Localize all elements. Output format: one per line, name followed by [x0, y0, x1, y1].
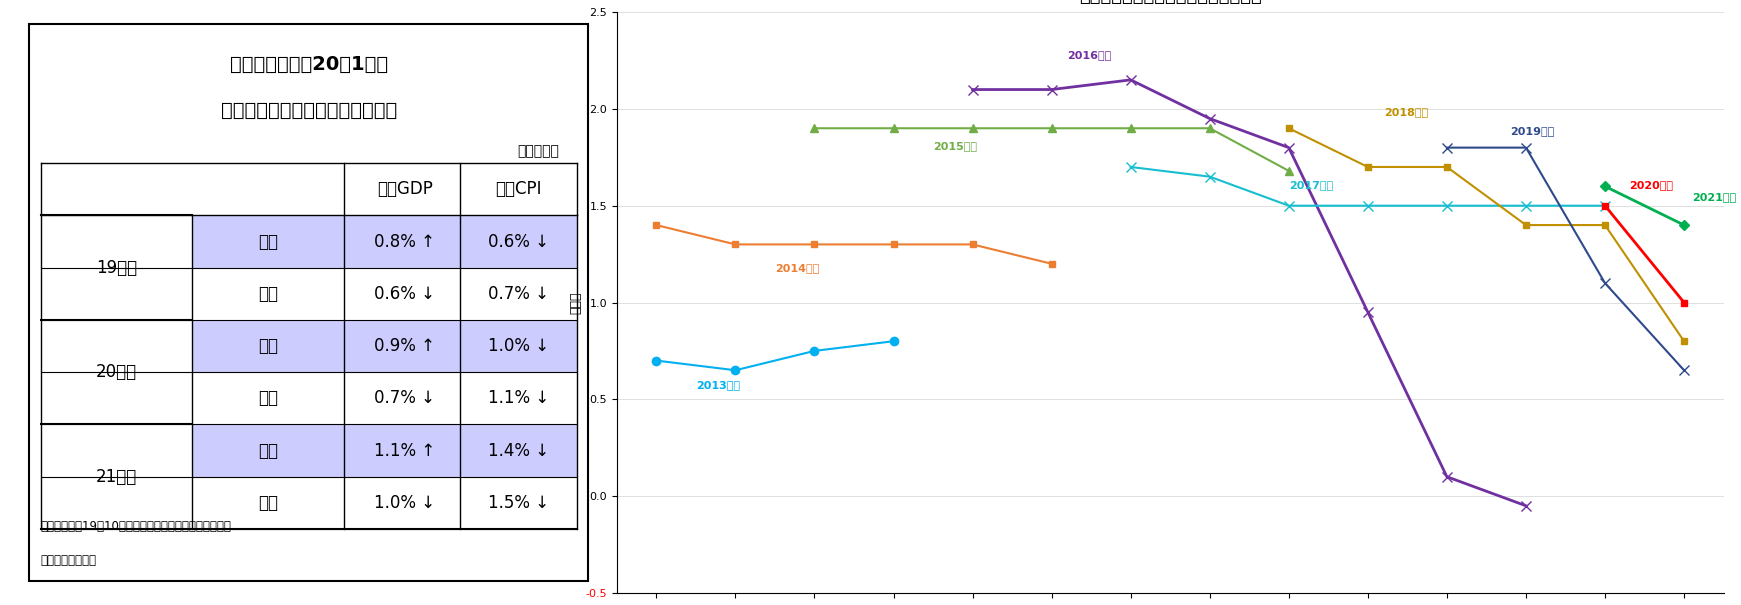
Text: 2019年度: 2019年度 [1509, 126, 1555, 136]
Text: 実質GDP: 実質GDP [376, 180, 434, 198]
Text: 2013年度: 2013年度 [696, 379, 740, 390]
Text: 1.4% ↓: 1.4% ↓ [487, 442, 548, 460]
Text: 1.0% ↓: 1.0% ↓ [374, 494, 435, 512]
Text: 展望レポート（20年1月）: 展望レポート（20年1月） [230, 55, 388, 74]
Text: 0.7% ↓: 0.7% ↓ [374, 390, 435, 407]
Text: 1.1% ↓: 1.1% ↓ [487, 390, 548, 407]
FancyBboxPatch shape [343, 425, 576, 477]
Text: 2016年度: 2016年度 [1067, 50, 1112, 60]
Text: 1.0% ↓: 1.0% ↓ [487, 337, 548, 355]
Text: 19年度: 19年度 [96, 259, 138, 276]
Text: 今回: 今回 [258, 232, 279, 250]
Text: （前年比）: （前年比） [517, 145, 559, 159]
Y-axis label: （％）: （％） [569, 291, 583, 314]
Text: 2018年度: 2018年度 [1384, 106, 1428, 117]
FancyBboxPatch shape [192, 320, 343, 372]
Text: 2017年度: 2017年度 [1288, 180, 1334, 190]
Text: 2021年度: 2021年度 [1692, 192, 1736, 202]
FancyBboxPatch shape [192, 215, 343, 267]
Text: 前回: 前回 [258, 494, 279, 512]
FancyBboxPatch shape [192, 425, 343, 477]
Text: 2020年度: 2020年度 [1630, 180, 1673, 190]
FancyBboxPatch shape [343, 320, 576, 372]
Text: 2014年度: 2014年度 [775, 263, 820, 273]
Text: 今回: 今回 [258, 337, 279, 355]
Text: 前回: 前回 [258, 285, 279, 302]
Text: コアCPI: コアCPI [494, 180, 541, 198]
Text: 1.1% ↑: 1.1% ↑ [374, 442, 435, 460]
Text: 0.6% ↓: 0.6% ↓ [374, 285, 435, 302]
Title: 日銀展望レポート　物価見通しの変遷: 日銀展望レポート 物価見通しの変遷 [1079, 0, 1262, 5]
Text: 21年度: 21年度 [96, 468, 138, 486]
Text: 2015年度: 2015年度 [933, 142, 977, 151]
Text: 0.7% ↓: 0.7% ↓ [487, 285, 548, 302]
Text: 0.9% ↑: 0.9% ↑ [374, 337, 435, 355]
Text: 1.5% ↓: 1.5% ↓ [487, 494, 548, 512]
Text: （注）前回は19年10月時点、矢印は前回からの変更部。: （注）前回は19年10月時点、矢印は前回からの変更部。 [40, 520, 232, 532]
Text: 20年度: 20年度 [96, 363, 138, 381]
Text: 政策委員の大勢見通し（中央値）: 政策委員の大勢見通し（中央値） [221, 101, 397, 120]
Text: 0.8% ↑: 0.8% ↑ [374, 232, 435, 250]
FancyBboxPatch shape [30, 24, 588, 581]
Text: （資料）日本銀行: （資料）日本銀行 [40, 554, 97, 567]
Text: 今回: 今回 [258, 442, 279, 460]
FancyBboxPatch shape [343, 215, 576, 267]
Text: 前回: 前回 [258, 390, 279, 407]
Text: 0.6% ↓: 0.6% ↓ [487, 232, 548, 250]
